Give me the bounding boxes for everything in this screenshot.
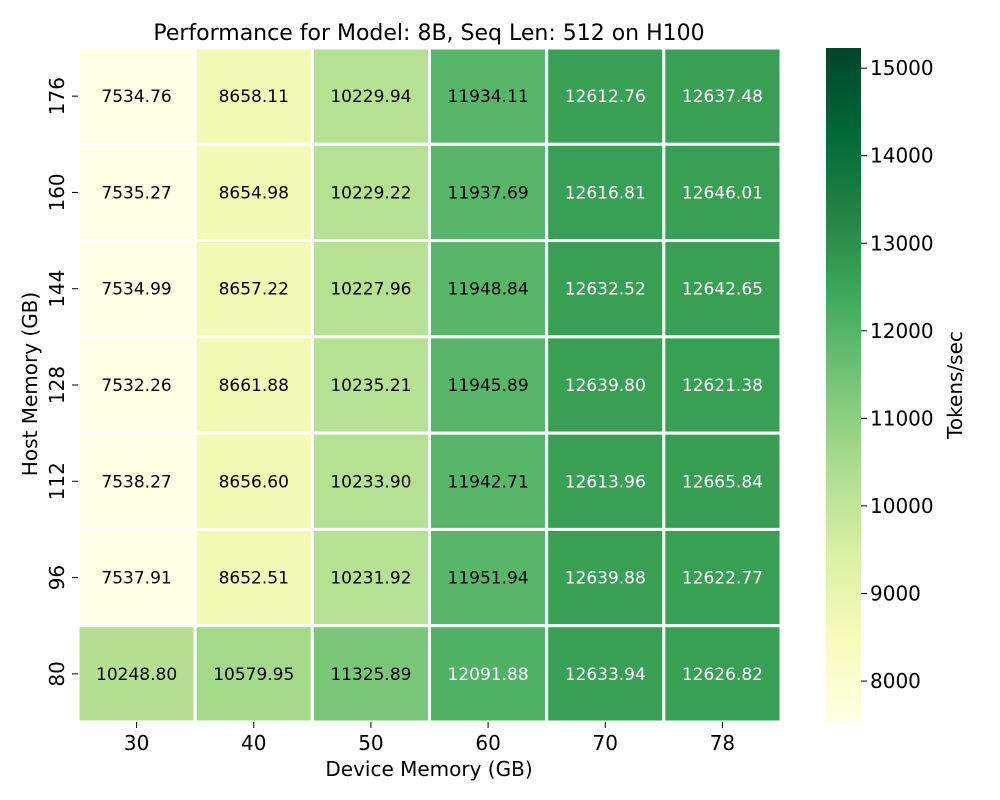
cell-value-label: 11945.89 — [448, 376, 529, 396]
y-tick-label: 144 — [45, 270, 69, 308]
cell-value-label: 12642.65 — [682, 280, 763, 300]
heatmap-cell — [193, 142, 314, 243]
heatmap-cell — [428, 431, 549, 531]
x-tick-label: 70 — [593, 731, 618, 755]
cell-value-label: 7534.99 — [101, 280, 171, 300]
x-tick-label: 50 — [358, 731, 383, 755]
cell-value-label: 10233.90 — [330, 472, 411, 492]
cell-value-label: 10579.95 — [213, 665, 294, 685]
cell-value-label: 12621.38 — [682, 376, 763, 396]
heatmap-cell — [310, 431, 432, 531]
cell-value-label: 11325.89 — [330, 665, 411, 685]
y-tick-label: 96 — [45, 565, 69, 590]
cell-value-label: 8657.22 — [219, 280, 289, 300]
heatmap-cell — [662, 624, 783, 724]
y-tick-label: 128 — [45, 366, 69, 404]
heatmap-cell — [76, 335, 197, 435]
cell-value-label: 7538.27 — [101, 472, 171, 492]
colorbar-label: Tokens/sec — [943, 331, 967, 440]
colorbar-tick-label: 14000 — [870, 144, 934, 168]
cell-value-label: 11937.69 — [448, 183, 529, 203]
x-axis-ticks: 30 40 50 60 70 78 — [124, 722, 735, 755]
chart-title: Performance for Model: 8B, Seq Len: 512 … — [153, 21, 704, 46]
cell-value-label: 12613.96 — [565, 472, 646, 492]
cell-value-label: 12637.48 — [682, 87, 763, 107]
heatmap-cell — [545, 431, 666, 531]
colorbar-ticks: 8000 9000 10000 11000 12000 13000 14000 15000 — [861, 56, 934, 693]
x-tick-label: 60 — [475, 731, 500, 755]
cell-value-label: 12665.84 — [682, 472, 763, 492]
cell-value-label: 8656.60 — [219, 472, 289, 492]
x-axis-label: Device Memory (GB) — [325, 757, 532, 781]
heatmap-cell — [310, 335, 432, 435]
y-tick-label: 176 — [45, 77, 69, 115]
colorbar-tick-label: 12000 — [870, 319, 934, 343]
heatmap-cell — [193, 46, 314, 146]
cell-value-label: 7535.27 — [101, 183, 171, 203]
colorbar-tick-label: 11000 — [870, 406, 934, 430]
cell-value-label: 8661.88 — [219, 376, 289, 396]
colorbar-tick-label: 10000 — [870, 494, 934, 518]
heatmap-cell — [662, 142, 783, 243]
heatmap-cell — [545, 239, 666, 339]
y-axis-ticks: 176 160 144 128 112 96 80 — [45, 77, 78, 687]
colorbar — [826, 48, 861, 722]
heatmap-cell — [662, 527, 783, 628]
cell-value-label: 12626.82 — [682, 665, 763, 685]
heatmap-cell — [545, 335, 666, 435]
cell-value-label: 11942.71 — [448, 472, 529, 492]
cell-value-label: 12622.77 — [682, 569, 763, 589]
cell-value-label: 8652.51 — [219, 569, 289, 589]
cell-value-label: 10229.94 — [330, 87, 411, 107]
x-tick-label: 40 — [241, 731, 266, 755]
heatmap-cell — [662, 335, 783, 435]
colorbar-tick-label: 15000 — [870, 56, 934, 80]
y-axis-label: Host Memory (GB) — [18, 292, 42, 476]
cell-value-label: 12633.94 — [565, 665, 646, 685]
cell-value-label: 12646.01 — [682, 183, 763, 203]
heatmap-cell — [428, 335, 549, 435]
x-tick-label: 30 — [124, 731, 149, 755]
y-tick-label: 112 — [45, 462, 69, 500]
cell-value-label: 12632.52 — [565, 280, 646, 300]
cell-value-label: 10229.22 — [330, 183, 411, 203]
x-tick-label: 78 — [710, 731, 735, 755]
cell-value-label: 11934.11 — [448, 87, 529, 107]
y-tick-label: 160 — [45, 173, 69, 211]
cell-value-label: 10248.80 — [96, 665, 177, 685]
cell-value-label: 12639.88 — [565, 569, 646, 589]
heatmap-cell — [76, 624, 197, 724]
colorbar-tick-label: 13000 — [870, 231, 934, 255]
cell-value-label: 10235.21 — [330, 376, 411, 396]
colorbar-tick-label: 9000 — [870, 581, 921, 605]
heatmap-cell — [662, 46, 783, 146]
cell-value-label: 7537.91 — [101, 569, 171, 589]
heatmap-cell — [428, 239, 549, 339]
cell-value-label: 12612.76 — [565, 87, 646, 107]
cell-value-label: 7532.26 — [101, 376, 171, 396]
cell-value-label: 12616.81 — [565, 183, 646, 203]
cell-value-label: 11951.94 — [448, 569, 529, 589]
cell-value-label: 10231.92 — [330, 569, 411, 589]
heatmap-cell — [662, 239, 783, 339]
cell-value-label: 12091.88 — [448, 665, 529, 685]
heatmap-cells: 7534.76 8658.11 10229.94 11934.11 12612.76 12… — [76, 46, 783, 724]
cell-value-label: 7534.76 — [101, 87, 171, 107]
colorbar-tick-label: 8000 — [870, 669, 921, 693]
cell-value-label: 12639.80 — [565, 376, 646, 396]
heatmap-cell — [76, 527, 197, 628]
y-tick-label: 80 — [45, 661, 69, 686]
heatmap-cell — [193, 239, 314, 339]
heatmap-cell — [662, 431, 783, 531]
cell-value-label: 11948.84 — [448, 280, 529, 300]
heatmap-cell — [193, 335, 314, 435]
heatmap-cell — [428, 142, 549, 243]
cell-value-label: 10227.96 — [330, 280, 411, 300]
cell-value-label: 8658.11 — [219, 87, 289, 107]
cell-value-label: 8654.98 — [219, 183, 289, 203]
